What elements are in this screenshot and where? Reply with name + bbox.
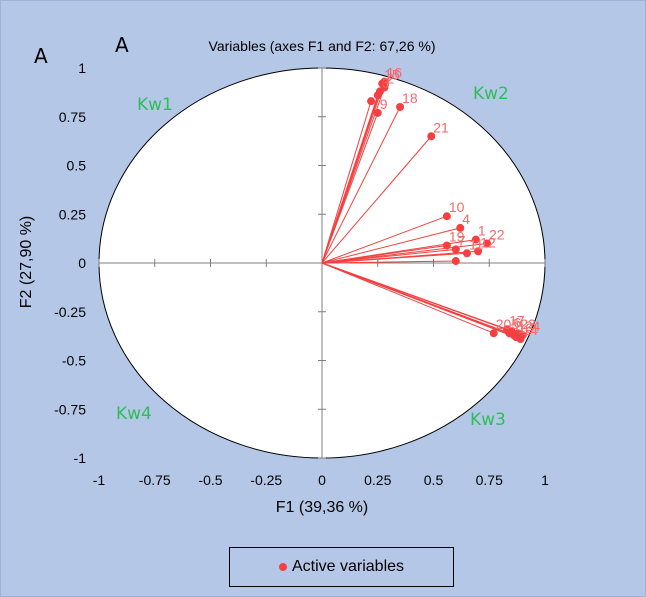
variable-points (367, 77, 527, 344)
y-axis-label: F2 (27,90 %) (18, 216, 35, 308)
point-10 (442, 212, 451, 221)
quadrant-label-kw4: Kw4 (116, 404, 152, 424)
quadrant-labels: Kw1 Kw2 Kw3 Kw4 (116, 84, 509, 430)
y-tick-label: 1 (78, 60, 86, 76)
vector-11 (321, 252, 467, 264)
variable-label-15: 15 (384, 67, 400, 83)
y-tick-label: -0.5 (62, 353, 86, 369)
y-tick-label: -0.25 (54, 304, 86, 320)
variable-label-22: 22 (489, 227, 505, 243)
point-11 (462, 249, 471, 258)
x-tick-label: -1 (93, 472, 106, 488)
vector-20 (321, 262, 494, 334)
vector-4 (321, 227, 461, 264)
x-tick-label: 0 (318, 472, 326, 488)
vector-14 (321, 262, 521, 340)
variable-label-16: 16 (386, 65, 402, 81)
x-tick-label: 1 (541, 472, 549, 488)
quadrant-label-kw3: Kw3 (470, 410, 506, 430)
point-22 (483, 239, 492, 248)
variable-label-11: 11 (469, 236, 484, 252)
point-24 (518, 331, 527, 340)
legend-entry: Active variables (291, 558, 405, 575)
vector-21 (321, 135, 432, 264)
vector-9 (321, 112, 379, 264)
vector-unlabeled-4 (321, 95, 379, 264)
vector-unlabeled-5 (321, 101, 372, 264)
variable-label-4: 4 (462, 211, 470, 227)
x-tick-label: 0.25 (364, 472, 391, 488)
variable-label-21: 21 (433, 119, 449, 135)
variable-label-12: 12 (480, 234, 496, 250)
variable-label-7: 7 (458, 232, 466, 248)
x-tick-label: 0.75 (476, 472, 503, 488)
x-tick-label: 0.5 (424, 472, 444, 488)
variable-label-9: 9 (380, 96, 388, 112)
variable-vectors (321, 81, 523, 340)
quadrant-label-kw2: Kw2 (473, 84, 509, 104)
variable-label-24: 24 (525, 318, 541, 334)
vector-10 (321, 215, 448, 264)
variable-label-5: 5 (511, 316, 519, 332)
variable-label-8: 8 (516, 318, 524, 334)
y-tick-label: 0 (78, 255, 86, 271)
variable-label-20: 20 (496, 316, 512, 332)
point-9 (373, 108, 382, 117)
point-19 (442, 241, 451, 250)
x-axis-label: F1 (39,36 %) (276, 499, 368, 516)
legend-marker (278, 563, 287, 571)
point-unlabeled-4 (373, 91, 382, 100)
point-17 (503, 325, 512, 334)
legend: Active variables (229, 547, 454, 587)
panel-label-outer: A (34, 44, 48, 68)
point-21 (427, 132, 436, 141)
x-tick-label: -0.75 (139, 472, 171, 488)
point-7 (451, 245, 460, 254)
vector-24 (321, 262, 523, 336)
y-tick-label: 0.75 (59, 109, 86, 125)
quadrant-label-kw1: Kw1 (137, 95, 173, 115)
variable-label-23: 23 (520, 316, 536, 332)
point-18 (396, 103, 405, 111)
variable-label-2: 2 (386, 71, 394, 87)
panel-label-inner: A (115, 33, 129, 57)
variable-label-1: 1 (478, 223, 486, 239)
vector-22 (321, 243, 488, 264)
x-tick-label: -0.25 (250, 472, 282, 488)
point-16 (380, 77, 389, 86)
point-20 (489, 329, 498, 338)
y-tick-label: 0.5 (67, 158, 87, 174)
point-unlabeled-5 (367, 97, 376, 106)
variable-label-17: 17 (509, 312, 525, 328)
tick-labels: -1 -0.75 -0.5 -0.25 0 0.25 0.5 0.75 110.750.50.2… (54, 60, 549, 488)
variable-label-18: 18 (402, 90, 418, 106)
y-tick-label: -1 (74, 450, 87, 466)
point-4 (456, 223, 465, 232)
variable-label-13: 13 (518, 320, 534, 336)
variable-label-3: 3 (382, 74, 390, 90)
vector-unlabeled-17 (321, 260, 456, 264)
point-unlabeled-17 (451, 257, 460, 266)
point-1 (471, 235, 480, 244)
x-tick-label: -0.5 (198, 472, 222, 488)
variable-label-6: 6 (514, 314, 522, 330)
y-tick-label: -0.75 (54, 401, 86, 417)
variable-label-14: 14 (522, 322, 538, 338)
vector-18 (321, 106, 401, 264)
point-12 (474, 247, 483, 256)
variable-label-10: 10 (449, 199, 465, 215)
chart-title: Variables (axes F1 and F2: 67,26 %) (209, 38, 436, 54)
y-tick-label: 0.25 (59, 206, 86, 222)
variable-label-19: 19 (449, 228, 465, 244)
